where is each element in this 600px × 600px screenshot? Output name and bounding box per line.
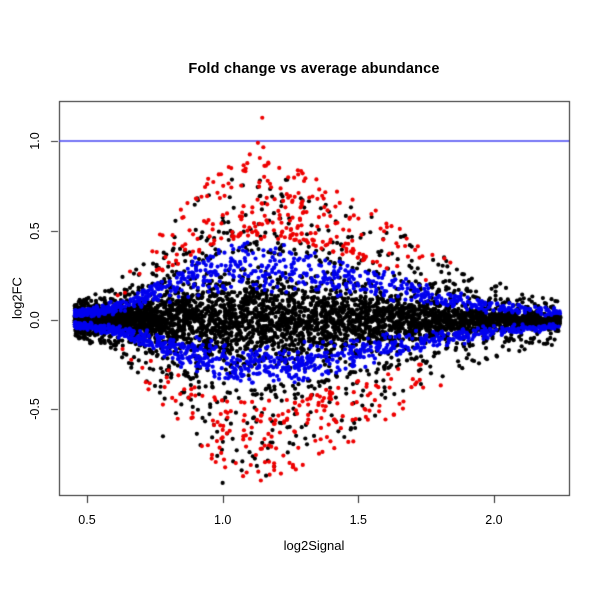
x-axis-label: log2Signal — [283, 538, 345, 553]
y-tick-label: 1.0 — [28, 132, 42, 150]
x-tick-label: 2.0 — [485, 513, 503, 527]
y-tick-label: 0.0 — [28, 311, 42, 329]
y-tick-label: -0.5 — [28, 398, 42, 421]
y-axis-label: log2FC — [9, 277, 25, 319]
x-tick-label: 1.5 — [349, 513, 367, 527]
x-tick-label: 1.0 — [213, 513, 232, 527]
x-tick-label: 0.5 — [78, 513, 96, 527]
chart-title: Fold change vs average abundance — [188, 61, 440, 77]
y-tick-label: 0.5 — [28, 221, 42, 240]
